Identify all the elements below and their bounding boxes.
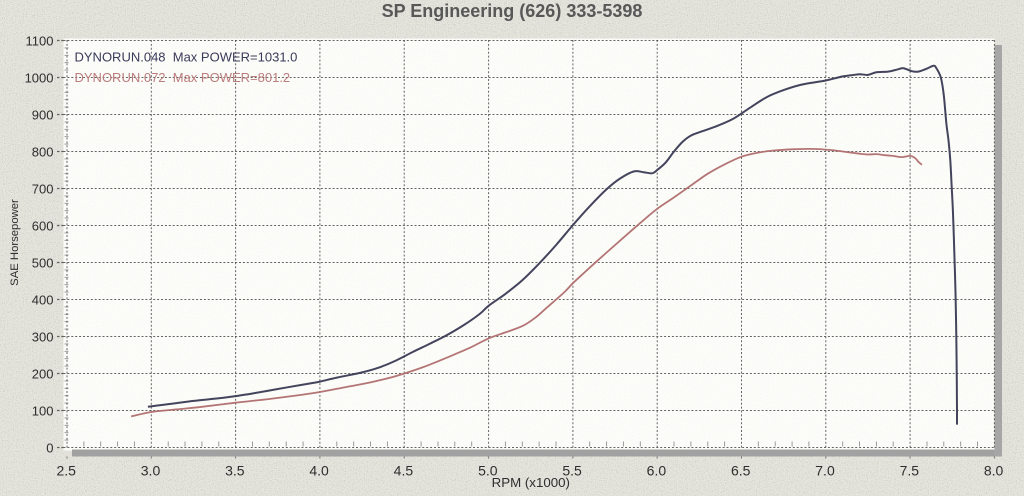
svg-text:1000: 1000	[25, 71, 54, 86]
svg-text:200: 200	[32, 367, 54, 382]
svg-text:4.0: 4.0	[309, 463, 329, 479]
svg-text:100: 100	[32, 404, 54, 419]
svg-text:500: 500	[32, 256, 54, 271]
svg-text:0: 0	[46, 441, 53, 456]
svg-text:7.0: 7.0	[815, 463, 835, 479]
svg-text:700: 700	[32, 182, 54, 197]
svg-text:DYNORUN.072 Max POWER=801.2: DYNORUN.072 Max POWER=801.2	[75, 70, 291, 85]
svg-text:6.0: 6.0	[647, 463, 667, 479]
svg-text:300: 300	[32, 330, 54, 345]
svg-text:RPM (x1000): RPM (x1000)	[492, 475, 570, 490]
svg-text:5.0: 5.0	[478, 463, 498, 479]
svg-text:6.5: 6.5	[731, 463, 751, 479]
svg-text:2.5: 2.5	[56, 463, 76, 479]
svg-text:3.5: 3.5	[225, 463, 245, 479]
svg-text:7.5: 7.5	[900, 463, 920, 479]
svg-text:8.0: 8.0	[984, 463, 1004, 479]
svg-text:5.5: 5.5	[562, 463, 582, 479]
svg-text:1100: 1100	[26, 34, 54, 49]
svg-text:SP Engineering (626) 333-5398: SP Engineering (626) 333-5398	[382, 1, 643, 21]
svg-text:DYNORUN.048 Max POWER=1031.0: DYNORUN.048 Max POWER=1031.0	[75, 50, 298, 65]
svg-text:3.0: 3.0	[141, 463, 161, 479]
svg-text:800: 800	[32, 145, 54, 160]
svg-text:SAE Horsepower: SAE Horsepower	[9, 199, 21, 286]
svg-text:4.5: 4.5	[394, 463, 414, 479]
svg-text:400: 400	[32, 293, 54, 308]
svg-text:900: 900	[32, 108, 54, 123]
svg-text:600: 600	[32, 219, 54, 234]
